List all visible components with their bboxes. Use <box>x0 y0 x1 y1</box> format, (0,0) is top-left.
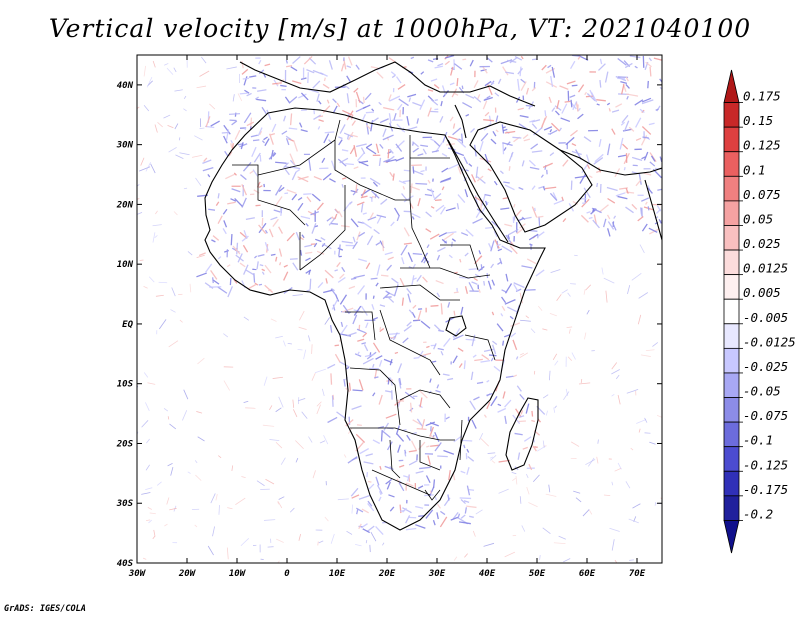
x-tick-label: 50E <box>529 569 546 579</box>
madagascar-coastline <box>505 397 539 471</box>
axis-ticks <box>136 55 662 564</box>
x-tick-label: 30E <box>428 569 446 579</box>
chart-title: Vertical velocity [m/s] at 1000hPa, VT: … <box>48 14 752 43</box>
country-borders <box>232 119 496 501</box>
legend-label: 0.05 <box>743 211 773 226</box>
map-background <box>137 55 662 563</box>
legend-label: 0.005 <box>743 285 781 300</box>
legend-swatch <box>723 126 740 153</box>
y-tick-label: 30N <box>116 141 134 151</box>
y-axis-labels: 40N 30N 20N 10N EQ 10S 20S 30S 40S <box>116 81 134 569</box>
legend-label: -0.0125 <box>743 334 796 349</box>
legend-swatch <box>723 347 740 374</box>
legend-label: -0.05 <box>743 384 781 399</box>
legend-swatch <box>723 249 740 276</box>
x-tick-label: 0 <box>284 569 290 579</box>
india-coastline <box>644 179 662 241</box>
x-tick-label: 20W <box>178 569 197 579</box>
legend-label: -0.005 <box>743 310 788 325</box>
legend-swatch <box>723 200 740 226</box>
legend-swatch <box>723 323 740 349</box>
legend-label: -0.075 <box>743 408 788 423</box>
africa-coastline <box>204 107 546 531</box>
x-tick-label: 70E <box>629 569 646 579</box>
legend-label: -0.125 <box>743 457 788 472</box>
legend-label: 0.15 <box>743 113 773 128</box>
credit-text: GrADS: IGES/COLA <box>4 604 86 614</box>
levant-coastline <box>454 104 467 139</box>
legend-swatch <box>723 225 740 251</box>
legend-swatch-bottom <box>723 520 740 554</box>
legend-label: 0.075 <box>743 187 781 202</box>
legend-label: -0.175 <box>743 482 788 497</box>
legend-label: 0.1 <box>743 162 766 177</box>
legend-label: -0.1 <box>743 433 773 448</box>
legend-swatch <box>723 151 740 177</box>
red-sea-coastline <box>447 139 509 243</box>
x-tick-label: 40E <box>479 569 496 579</box>
legend-swatch-top <box>723 69 740 103</box>
y-tick-label: EQ <box>122 320 133 330</box>
legend-swatch <box>723 446 740 472</box>
coastlines <box>204 61 662 531</box>
legend-swatch <box>723 470 740 497</box>
legend-label: 0.125 <box>743 138 781 153</box>
legend-swatch <box>723 274 740 300</box>
legend-label: -0.025 <box>743 359 788 374</box>
y-tick-label: 40S <box>117 559 134 569</box>
legend-swatch <box>723 102 740 128</box>
legend-swatch <box>723 298 740 325</box>
x-tick-label: 60E <box>579 569 596 579</box>
arabia-coastline <box>469 121 593 233</box>
y-tick-label: 10S <box>117 380 134 390</box>
y-tick-label: 10N <box>117 260 134 270</box>
x-tick-label: 10W <box>229 569 247 579</box>
velocity-field <box>137 55 662 563</box>
y-tick-label: 20S <box>116 439 134 449</box>
legend-swatch <box>723 397 740 423</box>
lake-victoria <box>445 315 467 337</box>
legend-swatch <box>723 495 740 521</box>
x-tick-label: 30W <box>128 569 147 579</box>
y-tick-label: 40N <box>117 81 134 91</box>
legend-swatch <box>723 175 740 202</box>
y-tick-label: 30S <box>116 499 134 509</box>
map-frame <box>136 54 663 564</box>
legend-swatch <box>723 421 740 448</box>
legend-label: -0.2 <box>743 506 773 521</box>
legend-label: 0.175 <box>743 89 781 104</box>
legend-swatch <box>723 372 740 398</box>
legend-label: 0.025 <box>743 236 781 251</box>
y-tick-label: 20N <box>116 200 134 210</box>
legend-label: 0.0125 <box>743 261 788 276</box>
x-axis-labels: 30W 20W 10W 0 10E 20E 30E 40E 50E 60E 70E <box>128 569 646 579</box>
europe-coastline <box>239 61 536 107</box>
iran-coastline <box>559 149 662 176</box>
x-tick-label: 10E <box>329 569 346 579</box>
x-tick-label: 20E <box>378 569 396 579</box>
